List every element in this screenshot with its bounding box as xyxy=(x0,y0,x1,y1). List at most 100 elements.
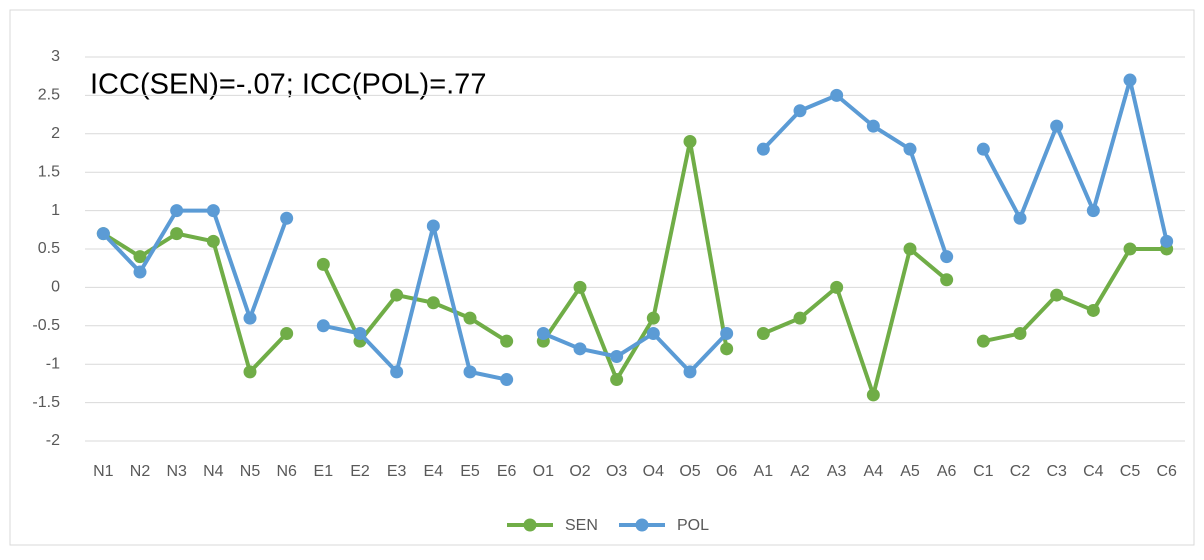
series-marker xyxy=(903,242,917,256)
series-line xyxy=(762,247,948,397)
series-marker xyxy=(426,219,440,233)
series-marker xyxy=(170,204,184,218)
series-marker xyxy=(866,388,880,402)
series-marker xyxy=(170,227,184,241)
y-tick-label: -2 xyxy=(46,432,60,449)
y-tick-label: 0.5 xyxy=(38,240,60,257)
x-tick-label: O5 xyxy=(679,463,700,480)
legend-label: POL xyxy=(677,517,709,534)
series-marker xyxy=(793,104,807,118)
series-marker xyxy=(756,326,770,340)
x-tick-label: O6 xyxy=(716,463,737,480)
series-marker xyxy=(976,334,990,348)
series-marker xyxy=(1123,73,1137,87)
series-marker xyxy=(1086,204,1100,218)
y-tick-label: 2 xyxy=(51,125,60,142)
series-marker xyxy=(793,311,807,325)
x-tick-label: C6 xyxy=(1156,463,1177,480)
legend-marker xyxy=(635,518,649,532)
y-tick-label: 1 xyxy=(51,202,60,219)
x-tick-label: C5 xyxy=(1120,463,1141,480)
x-tick-label: O4 xyxy=(643,463,664,480)
series-marker xyxy=(720,342,734,356)
series-marker xyxy=(1123,242,1137,256)
y-tick-label: -1 xyxy=(46,355,60,372)
legend-marker xyxy=(523,518,537,532)
x-tick-label: N5 xyxy=(240,463,261,480)
legend-label: SEN xyxy=(565,517,598,534)
series-marker xyxy=(683,134,697,148)
x-tick-label: E5 xyxy=(460,463,480,480)
x-tick-label: E6 xyxy=(497,463,517,480)
series-marker xyxy=(610,373,624,387)
series-marker xyxy=(940,273,954,287)
series-line xyxy=(101,208,289,321)
series-marker xyxy=(316,319,330,333)
x-tick-label: C4 xyxy=(1083,463,1104,480)
series-line xyxy=(102,231,289,374)
series-marker xyxy=(1050,288,1064,302)
series-marker xyxy=(1160,234,1174,248)
series-marker xyxy=(463,365,477,379)
series-marker xyxy=(536,326,550,340)
x-tick-label: O1 xyxy=(533,463,554,480)
x-tick-label: N3 xyxy=(166,463,187,480)
series-marker xyxy=(866,119,880,133)
series-marker xyxy=(206,204,220,218)
series-marker xyxy=(500,373,514,387)
series-marker xyxy=(426,296,440,310)
series-marker xyxy=(646,311,660,325)
series-marker xyxy=(903,142,917,156)
series-marker xyxy=(500,334,514,348)
series-marker xyxy=(96,227,110,241)
series-marker xyxy=(573,280,587,294)
series-marker xyxy=(1013,211,1027,225)
series-marker xyxy=(573,342,587,356)
x-tick-label: A3 xyxy=(827,463,847,480)
series-marker xyxy=(353,326,367,340)
x-tick-label: E4 xyxy=(424,463,444,480)
series-marker xyxy=(1050,119,1064,133)
series-line xyxy=(541,139,729,382)
x-tick-label: A6 xyxy=(937,463,957,480)
x-tick-label: O2 xyxy=(569,463,590,480)
series-marker xyxy=(243,365,257,379)
series-marker xyxy=(720,326,734,340)
y-tick-label: -1.5 xyxy=(32,394,60,411)
x-tick-label: C3 xyxy=(1046,463,1067,480)
y-tick-label: 2.5 xyxy=(38,87,60,104)
series-marker xyxy=(1013,326,1027,340)
series-marker xyxy=(463,311,477,325)
x-tick-label: C2 xyxy=(1010,463,1031,480)
series-marker xyxy=(1086,303,1100,317)
series-line xyxy=(761,93,949,258)
x-tick-label: A5 xyxy=(900,463,920,480)
x-tick-label: A2 xyxy=(790,463,810,480)
series-marker xyxy=(610,350,624,364)
series-marker xyxy=(976,142,990,156)
series-marker xyxy=(830,280,844,294)
x-tick-label: A1 xyxy=(754,463,774,480)
series-marker xyxy=(280,326,294,340)
series-marker xyxy=(683,365,697,379)
series-line xyxy=(981,78,1169,242)
x-tick-label: O3 xyxy=(606,463,627,480)
x-tick-label: N1 xyxy=(93,463,114,480)
x-tick-label: N6 xyxy=(276,463,297,480)
series-marker xyxy=(390,288,404,302)
x-tick-label: E3 xyxy=(387,463,407,480)
series-marker xyxy=(316,257,330,271)
chart-border xyxy=(9,9,1195,546)
series-marker xyxy=(206,234,220,248)
series-marker xyxy=(830,88,844,102)
x-tick-label: E1 xyxy=(314,463,334,480)
series-marker xyxy=(940,250,954,264)
x-tick-label: N4 xyxy=(203,463,224,480)
series-marker xyxy=(280,211,294,225)
y-tick-label: 3 xyxy=(51,48,60,65)
y-tick-label: 1.5 xyxy=(38,163,60,180)
x-tick-label: N2 xyxy=(130,463,151,480)
series-marker xyxy=(133,250,147,264)
x-tick-label: A4 xyxy=(864,463,884,480)
